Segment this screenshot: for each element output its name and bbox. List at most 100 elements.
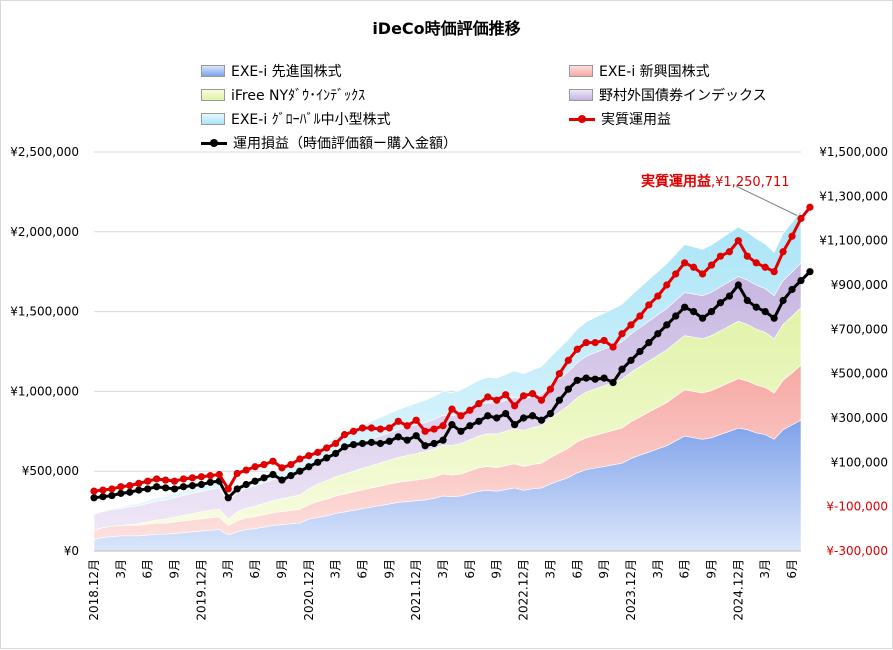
- point-real-profit: [278, 464, 286, 472]
- chart-title: iDeCo時価評価推移: [372, 19, 521, 38]
- point-real-profit: [367, 424, 376, 432]
- point-pl: [573, 376, 581, 384]
- point-pl: [770, 314, 778, 322]
- point-pl: [502, 409, 510, 418]
- point-pl: [698, 314, 707, 322]
- point-real-profit: [215, 470, 223, 479]
- y-left-tick-label: ¥2,500,000: [10, 145, 79, 159]
- point-real-profit: [564, 356, 572, 364]
- point-pl: [269, 470, 277, 479]
- point-real-profit: [144, 477, 152, 485]
- legend-swatch-ny-dow: [201, 89, 225, 101]
- y-axis-right: ¥-300,000 ¥-100,000 ¥100,000 ¥300,000 ¥500,0…: [819, 145, 888, 558]
- point-pl: [135, 486, 143, 494]
- point-pl: [314, 458, 322, 466]
- point-pl: [332, 449, 340, 458]
- point-real-profit: [439, 422, 447, 430]
- point-real-profit: [126, 482, 134, 490]
- point-pl: [591, 375, 599, 383]
- point-real-profit: [108, 485, 116, 493]
- y-right-tick-label: ¥1,500,000: [819, 145, 888, 159]
- point-real-profit: [117, 483, 125, 491]
- point-pl: [797, 276, 805, 285]
- point-real-profit: [627, 321, 635, 329]
- x-tick-label: 3月: [436, 559, 450, 579]
- point-pl: [439, 436, 447, 444]
- point-pl: [90, 494, 98, 502]
- x-tick-label: 9月: [382, 559, 396, 579]
- y-right-tick-label: ¥700,000: [831, 322, 888, 336]
- point-real-profit: [770, 268, 778, 276]
- legend-label-emerging-equity: EXE-i 新興国株式: [599, 64, 710, 80]
- point-real-profit: [537, 396, 546, 404]
- point-real-profit: [528, 390, 537, 398]
- point-pl: [609, 378, 617, 387]
- point-pl: [376, 439, 384, 448]
- point-pl: [457, 427, 465, 435]
- legend-swatch-foreign-bond: [569, 89, 593, 101]
- legend-label-ny-dow: iFree NYﾀﾞｳ･ｲﾝﾃﾞｯｸｽ: [231, 88, 366, 104]
- point-pl: [188, 482, 197, 490]
- point-real-profit: [546, 385, 555, 393]
- point-pl: [788, 285, 796, 294]
- legend-label-foreign-bond: 野村外国債券インデックス: [599, 88, 767, 104]
- point-real-profit: [99, 486, 107, 494]
- point-real-profit: [690, 263, 698, 271]
- point-real-profit: [672, 270, 680, 278]
- point-real-profit: [600, 336, 608, 345]
- point-pl: [260, 474, 268, 482]
- legend-item-pl: 運用損益（時価評価額ー購入金額）: [201, 133, 457, 153]
- point-real-profit: [242, 466, 250, 474]
- point-pl: [752, 303, 760, 311]
- point-pl: [161, 484, 170, 492]
- point-real-profit: [376, 425, 384, 433]
- point-pl: [358, 439, 367, 448]
- x-tick-label: 6月: [678, 559, 692, 579]
- legend-label-pl: 運用損益（時価評価額ー購入金額）: [233, 136, 457, 152]
- y-right-tick-label: ¥500,000: [831, 367, 888, 381]
- x-tick-label: 3月: [329, 559, 343, 579]
- y-left-tick-label: ¥1,500,000: [10, 305, 79, 319]
- point-real-profit: [332, 439, 340, 448]
- point-pl: [564, 385, 572, 393]
- point-pl: [743, 296, 751, 305]
- point-real-profit: [698, 270, 707, 278]
- point-real-profit: [305, 452, 313, 460]
- point-real-profit: [707, 261, 716, 269]
- point-real-profit: [519, 392, 528, 400]
- x-tick-label: 3月: [221, 559, 235, 579]
- x-tick-label: 2019.12月: [194, 559, 208, 621]
- point-pl: [707, 308, 716, 316]
- y-right-tick-label: ¥1,100,000: [819, 234, 888, 248]
- point-real-profit: [260, 460, 268, 469]
- point-pl: [663, 321, 671, 329]
- y-right-tick-label: ¥-100,000: [826, 500, 888, 514]
- point-pl: [806, 268, 814, 276]
- x-tick-label: 9月: [168, 559, 182, 579]
- x-tick-label: 2020.12月: [302, 559, 316, 621]
- point-real-profit: [135, 479, 143, 487]
- point-real-profit: [197, 473, 205, 481]
- x-tick-label: 9月: [705, 559, 719, 579]
- x-tick-label: 3月: [114, 559, 128, 579]
- x-tick-label: 6月: [785, 559, 799, 579]
- point-real-profit: [573, 345, 581, 353]
- point-real-profit: [349, 427, 358, 435]
- point-real-profit: [153, 475, 161, 483]
- point-pl: [761, 308, 769, 316]
- point-pl: [600, 374, 608, 382]
- point-pl: [296, 467, 304, 475]
- point-real-profit: [90, 487, 98, 495]
- point-real-profit: [224, 485, 232, 493]
- point-real-profit: [582, 339, 590, 347]
- point-real-profit: [188, 474, 197, 482]
- point-real-profit: [323, 444, 331, 452]
- point-pl: [690, 308, 698, 316]
- point-pl: [206, 478, 214, 486]
- point-real-profit: [591, 339, 599, 347]
- point-real-profit: [654, 292, 662, 300]
- point-real-profit: [206, 472, 214, 480]
- point-real-profit: [448, 405, 456, 413]
- legend-item-developed-equity: EXE-i 先進国株式: [201, 61, 342, 81]
